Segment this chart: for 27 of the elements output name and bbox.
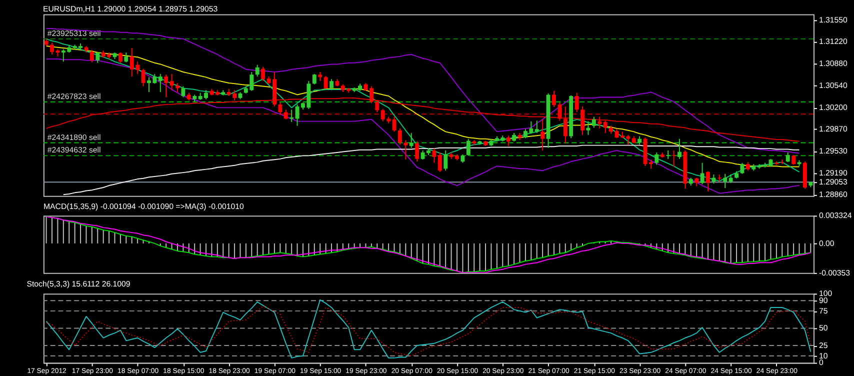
ref-line-label: #24394632 sell (47, 146, 102, 155)
y-tick-label: 0.00 (818, 238, 835, 248)
chart-title: MACD(15,35,9) -0.001094 -0.001090 =>MA(3) -0.001010 (43, 202, 245, 211)
y-tick-label: 1.29190 (818, 168, 848, 178)
y-tick-label: 1.30880 (818, 59, 848, 68)
y-tick-label: 75 (818, 306, 828, 316)
y-tick-label: 1.30540 (818, 81, 848, 90)
y-tick-label: 1.30200 (818, 103, 848, 112)
y-tick-label: 1.29870 (818, 124, 848, 134)
y-tick-label: 90 (818, 296, 828, 306)
y-tick-label: 0 (818, 358, 824, 368)
y-tick-label: 1.29053 (818, 178, 848, 187)
y-tick-label: 1.28860 (818, 190, 848, 200)
y-tick-label: 1.31550 (818, 16, 848, 25)
ref-line-label: #24267823 sell (47, 92, 102, 101)
y-tick-label: 100 (818, 289, 833, 298)
y-tick-label: 25 (818, 340, 828, 350)
ref-line-label: #24341890 sell (47, 132, 102, 142)
chart-title: EURUSDm,H1 1.29000 1.29054 1.28975 1.29053 (42, 4, 218, 14)
chart-title: Stoch(5,3,3) 15.6112 26.1009 (26, 280, 130, 289)
y-tick-label: -0.00353 (818, 268, 851, 278)
y-tick-label: 50 (818, 324, 828, 333)
y-tick-label: 10 (818, 351, 828, 360)
y-tick-label: 0.003324 (818, 211, 852, 220)
y-tick-label: 1.31220 (818, 36, 848, 46)
y-tick-label: 1.29530 (818, 146, 848, 156)
ref-line-label: #23925313 sell (47, 28, 102, 38)
